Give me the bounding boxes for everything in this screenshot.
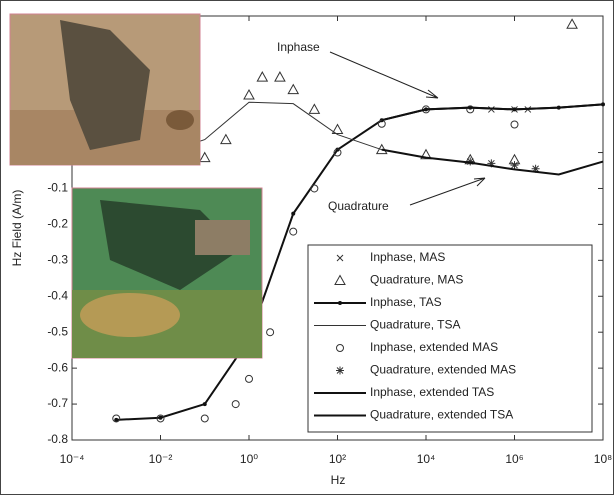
marker-dot — [291, 212, 295, 216]
annotation: Inphase — [277, 40, 320, 54]
marker-dot — [203, 402, 207, 406]
chart: Hz Hz Field (A/m) 10⁻⁴ 10⁻² 10⁰ 10² 10⁴ 10⁶ 10… — [0, 0, 614, 495]
photo-soldier — [10, 14, 200, 165]
legend-label: Quadrature, MAS — [370, 273, 463, 287]
legend-label: Quadrature, TSA — [370, 318, 461, 332]
legend: Inphase, MAS Quadrature, MAS Inphase, TAS Q… — [308, 245, 592, 432]
x-axis-label: Hz — [331, 473, 346, 487]
x-tick-label: 10⁰ — [240, 452, 258, 466]
x-tick-label: 10⁶ — [505, 452, 523, 466]
x-tick-label: 10⁴ — [417, 452, 436, 466]
x-tick-label: 10² — [329, 452, 346, 466]
y-tick-label: -0.5 — [47, 324, 68, 338]
legend-label: Inphase, TAS — [370, 295, 442, 309]
marker-dot — [338, 301, 342, 305]
x-tick-label: 10⁸ — [594, 452, 612, 466]
marker-star — [511, 161, 519, 169]
y-axis-label: Hz Field (A/m) — [10, 190, 24, 267]
y-tick-label: -0.6 — [47, 360, 68, 374]
y-tick-label: -0.1 — [47, 181, 68, 195]
x-tick-label: 10⁻² — [149, 452, 173, 466]
y-tick-label: -0.3 — [47, 253, 68, 267]
marker-dot — [159, 416, 163, 420]
y-tick-label: -0.2 — [47, 217, 68, 231]
legend-label: Inphase, extended MAS — [370, 340, 498, 354]
photo-diver — [72, 188, 262, 358]
marker-star — [336, 367, 344, 375]
legend-label: Quadrature, extended MAS — [370, 363, 516, 377]
x-tick-label: 10⁻⁴ — [60, 452, 85, 466]
legend-label: Inphase, extended TAS — [370, 385, 494, 399]
annotation: Quadrature — [328, 199, 389, 213]
y-tick-label: -0.8 — [47, 432, 68, 446]
y-tick-label: -0.7 — [47, 396, 68, 410]
y-tick-label: -0.4 — [47, 288, 68, 302]
legend-label: Quadrature, extended TSA — [370, 408, 513, 422]
legend-label: Inphase, MAS — [370, 250, 445, 264]
